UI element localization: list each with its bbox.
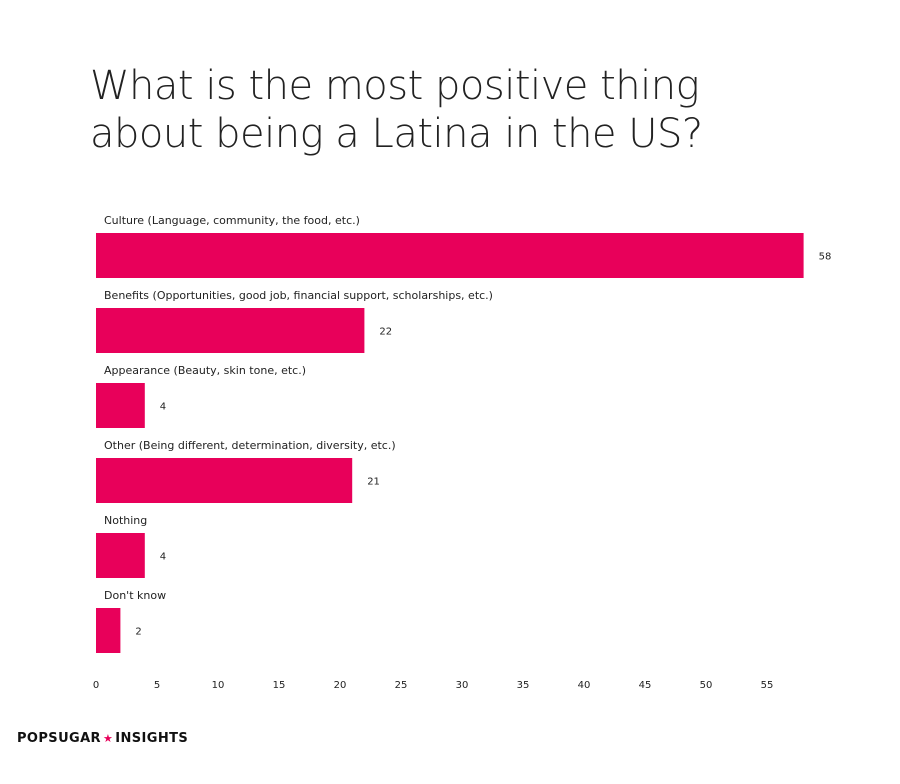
category-label: Culture (Language, community, the food, … (104, 214, 360, 227)
x-tick-label: 45 (639, 680, 652, 691)
value-label: 4 (160, 552, 166, 563)
x-tick-label: 0 (93, 680, 99, 691)
star-icon: ★ (102, 732, 114, 745)
x-tick-label: 10 (212, 680, 225, 691)
x-tick-label: 50 (700, 680, 713, 691)
value-label: 22 (379, 327, 392, 338)
category-label: Don't know (104, 589, 166, 602)
x-tick-label: 15 (273, 680, 286, 691)
value-label: 58 (819, 252, 832, 263)
category-label: Nothing (104, 514, 147, 527)
bar (96, 533, 145, 578)
value-label: 21 (367, 477, 380, 488)
x-tick-label: 30 (456, 680, 469, 691)
bar (96, 608, 121, 653)
value-label: 2 (135, 627, 141, 638)
bar (96, 233, 804, 278)
x-tick-label: 55 (761, 680, 774, 691)
bar (96, 308, 365, 353)
bar (96, 383, 145, 428)
chart-title-line-1: What is the most positive thing (90, 63, 700, 109)
chart-title: What is the most positive thing about be… (90, 62, 850, 158)
category-label: Other (Being different, determination, d… (104, 439, 396, 452)
x-tick-label: 35 (517, 680, 530, 691)
brand-name-left: POPSUGAR (17, 731, 101, 746)
category-label: Benefits (Opportunities, good job, finan… (104, 289, 493, 302)
brand-logo: POPSUGAR ★ INSIGHTS (17, 731, 188, 746)
value-label: 4 (160, 402, 166, 413)
x-tick-label: 5 (154, 680, 160, 691)
category-label: Appearance (Beauty, skin tone, etc.) (104, 364, 306, 377)
bar (96, 458, 353, 503)
x-tick-label: 40 (578, 680, 591, 691)
brand-name-right: INSIGHTS (115, 731, 189, 746)
chart-title-line-2: about being a Latina in the US? (90, 111, 703, 157)
x-tick-label: 20 (334, 680, 347, 691)
x-tick-label: 25 (395, 680, 408, 691)
